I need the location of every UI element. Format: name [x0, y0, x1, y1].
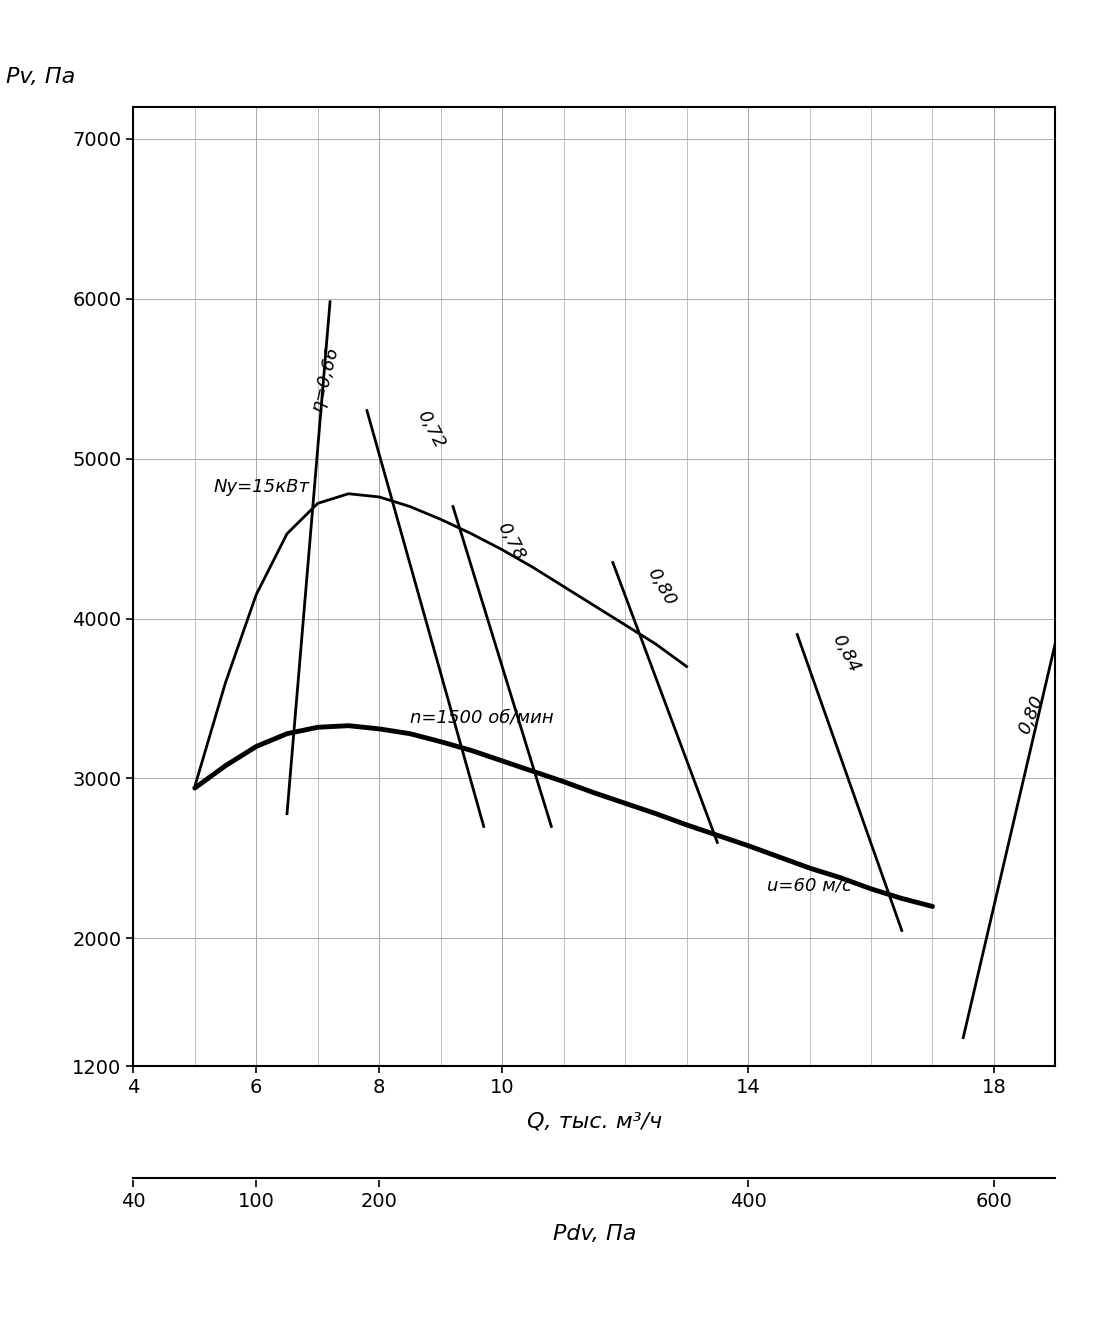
Text: 0,78: 0,78 [493, 520, 528, 564]
Text: 0,84: 0,84 [828, 632, 863, 676]
Text: 0,80: 0,80 [643, 565, 679, 608]
Text: 0,72: 0,72 [413, 408, 448, 452]
Text: η=0,66: η=0,66 [309, 344, 342, 413]
Text: u=60 м/с: u=60 м/с [767, 877, 851, 894]
Text: n=1500 об/мин: n=1500 об/мин [410, 709, 553, 726]
Text: 0,80: 0,80 [1015, 692, 1048, 737]
X-axis label: Q, тыс. м³/ч: Q, тыс. м³/ч [527, 1112, 662, 1132]
X-axis label: Pdv, Па: Pdv, Па [552, 1225, 637, 1245]
Text: Ny=15кВт: Ny=15кВт [213, 479, 309, 496]
Y-axis label: Pv, Па: Pv, Па [7, 68, 76, 88]
